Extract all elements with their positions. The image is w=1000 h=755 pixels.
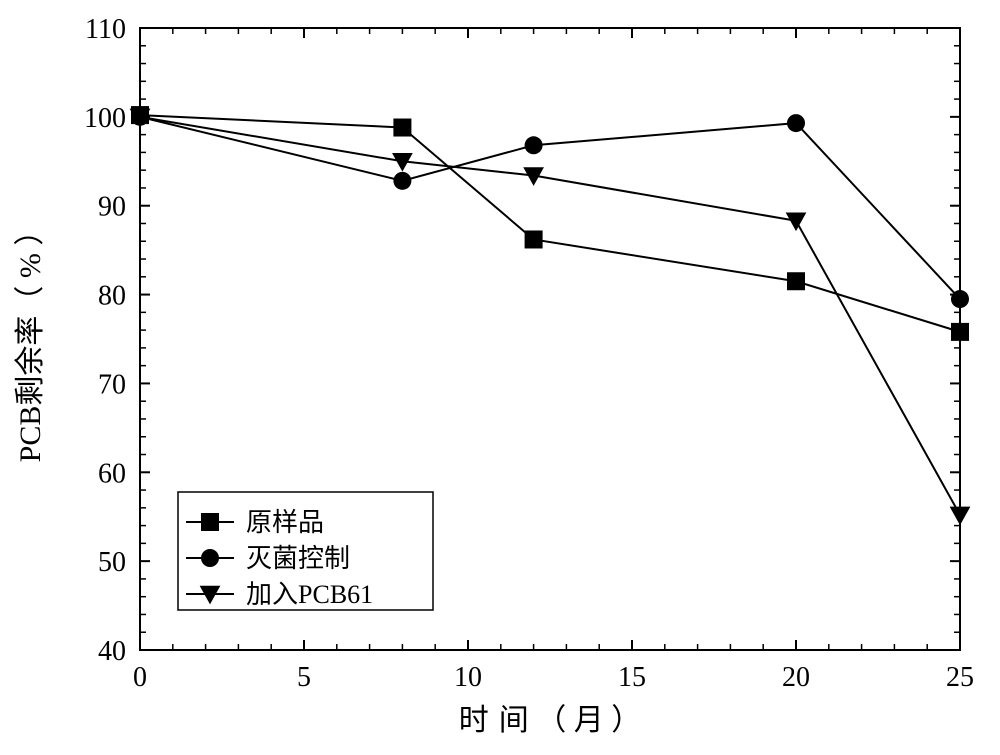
svg-text:10: 10 <box>454 662 482 693</box>
svg-text:15: 15 <box>618 662 646 693</box>
svg-text:110: 110 <box>85 14 126 45</box>
svg-text:PCB剩余率（ % ）: PCB剩余率（ % ） <box>14 216 47 463</box>
svg-text:50: 50 <box>98 547 126 578</box>
line-chart: 0 5 10 15 20 25 40 50 60 70 80 90 100 110 时 间 （ 月 ） PCB… <box>0 0 1000 755</box>
svg-text:90: 90 <box>98 192 126 223</box>
svg-text:20: 20 <box>782 662 810 693</box>
svg-text:灭菌控制: 灭菌控制 <box>246 544 350 573</box>
svg-text:原样品: 原样品 <box>246 508 324 537</box>
svg-text:100: 100 <box>84 103 126 134</box>
svg-text:70: 70 <box>98 369 126 400</box>
svg-text:25: 25 <box>946 662 974 693</box>
chart-container: { "chart": { "type": "line", "width": 10… <box>0 0 1000 755</box>
svg-text:0: 0 <box>133 662 147 693</box>
svg-text:60: 60 <box>98 458 126 489</box>
svg-text:40: 40 <box>98 636 126 667</box>
svg-text:加入PCB61: 加入PCB61 <box>246 580 373 609</box>
svg-text:80: 80 <box>98 281 126 312</box>
svg-text:5: 5 <box>297 662 311 693</box>
svg-text:时 间 （ 月 ）: 时 间 （ 月 ） <box>459 704 642 737</box>
